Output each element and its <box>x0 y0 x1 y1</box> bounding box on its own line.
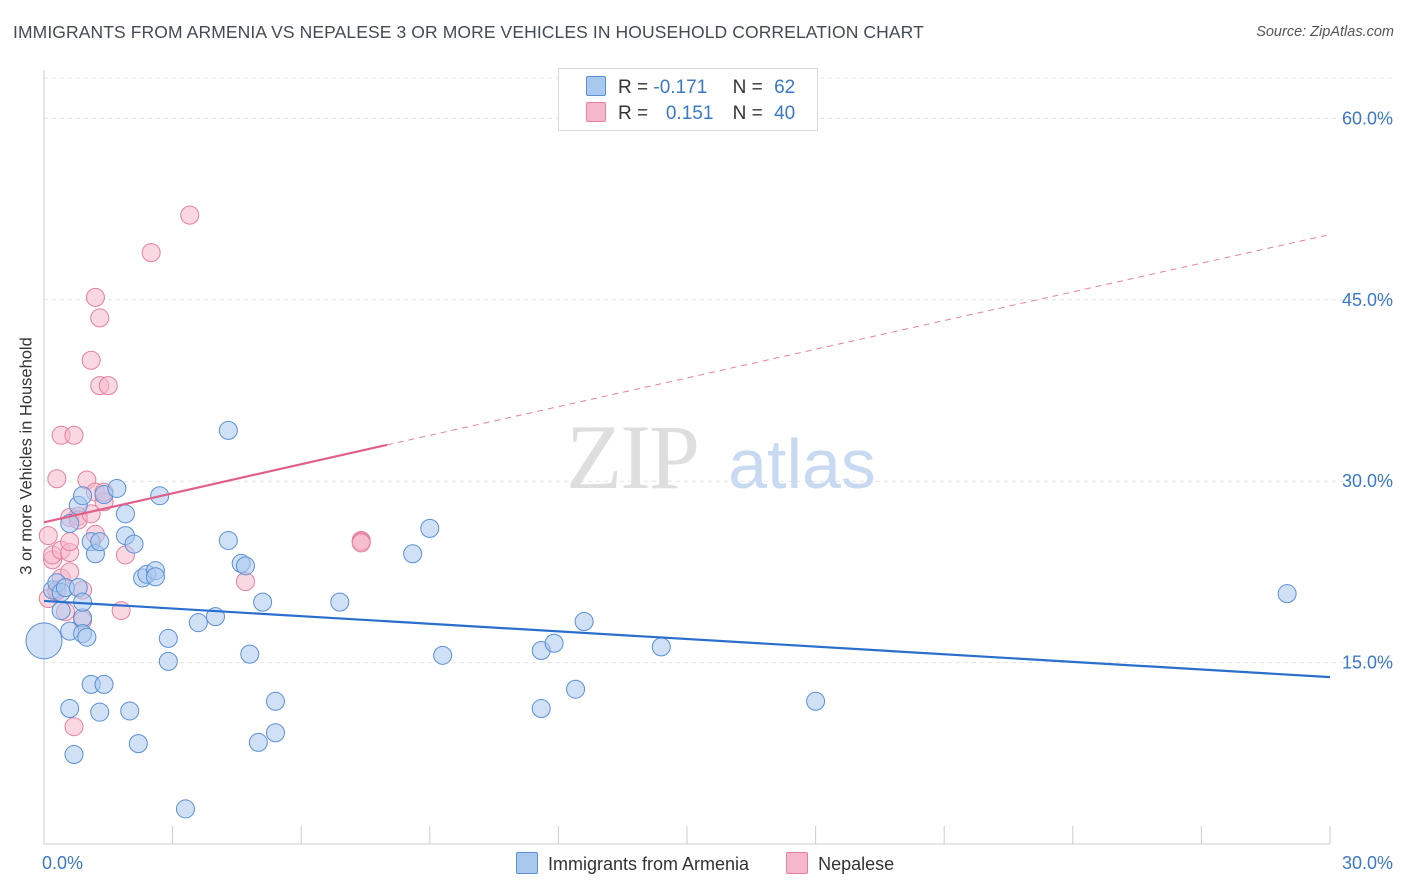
armenia-point <box>235 556 255 576</box>
legend-label-armenia: Immigrants from Armenia <box>548 854 750 874</box>
x-tick-label: 30.0% <box>1342 853 1393 873</box>
nepalese-legend-swatch <box>786 852 809 874</box>
armenia-point <box>73 486 93 506</box>
axis-layer <box>43 70 1331 845</box>
tick-labels: 15.0% 30.0% 45.0% 60.0% 0.0% 30.0% <box>42 108 1393 873</box>
armenia-point <box>544 633 564 653</box>
armenia-point <box>145 567 165 587</box>
armenia-point <box>188 613 208 633</box>
armenia-point <box>90 702 110 722</box>
armenia-point <box>60 699 80 719</box>
n-label: N = <box>732 77 763 98</box>
nepalese-point <box>64 717 84 737</box>
r-value: 0.151 <box>665 103 714 124</box>
armenia-point <box>433 645 453 665</box>
chart-title: IMMIGRANTS FROM ARMENIA VS NEPALESE 3 OR… <box>13 22 924 42</box>
legend-item-armenia: Immigrants from Armenia <box>516 852 749 875</box>
armenia-point <box>1277 584 1297 604</box>
armenia-point <box>115 504 135 524</box>
armenia-point <box>218 420 238 440</box>
y-tick-label: 30.0% <box>1342 471 1393 491</box>
watermark: ZIP atlas <box>566 406 876 508</box>
stats-legend: R = -0.171 N = 62 R = 0.151 N = 40 <box>558 68 818 131</box>
armenia-point <box>218 530 238 550</box>
armenia-point <box>253 592 273 612</box>
armenia-point <box>51 601 71 621</box>
r-label: R = <box>618 103 649 124</box>
armenia-point <box>574 611 594 631</box>
armenia-point <box>806 691 826 711</box>
armenia-point <box>94 674 114 694</box>
armenia-swatch <box>586 76 606 96</box>
nepalese-point <box>90 308 110 328</box>
y-tick-label: 15.0% <box>1342 653 1393 673</box>
n-label: N = <box>732 103 763 124</box>
armenia-points <box>25 420 1297 819</box>
nepalese-point <box>351 533 371 553</box>
nepalese-trend-line <box>43 443 388 524</box>
y-tick-label: 45.0% <box>1342 290 1393 310</box>
armenia-point <box>128 734 148 754</box>
armenia-point <box>651 637 671 657</box>
stats-row-armenia: R = -0.171 N = 62 <box>586 76 795 98</box>
nepalese-point <box>64 425 84 445</box>
nepalese-points <box>38 205 371 737</box>
stats-row-nepalese: R = 0.151 N = 40 <box>586 102 795 124</box>
nepalese-trend-extension <box>386 233 1331 446</box>
series-legend: Immigrants from Armenia Nepalese <box>516 852 926 875</box>
armenia-point <box>64 745 84 765</box>
armenia-point <box>107 478 127 498</box>
nepalese-point <box>98 376 118 396</box>
n-value: 40 <box>774 103 796 124</box>
armenia-point <box>158 651 178 671</box>
legend-label-nepalese: Nepalese <box>818 854 895 874</box>
armenia-point <box>403 544 423 564</box>
source-label: Source: ZipAtlas.com <box>1256 24 1394 40</box>
r-label: R = <box>618 77 649 98</box>
r-value: -0.171 <box>653 77 708 98</box>
armenia-point <box>531 699 551 719</box>
y-tick-label: 60.0% <box>1342 108 1393 128</box>
n-value: 62 <box>774 77 796 98</box>
x-tick-label: 0.0% <box>42 853 83 873</box>
armenia-point <box>124 534 144 554</box>
nepalese-point <box>180 205 200 225</box>
armenia-point <box>90 532 110 552</box>
nepalese-point <box>85 287 105 307</box>
nepalese-point <box>47 469 67 489</box>
armenia-point <box>158 628 178 648</box>
nepalese-point <box>38 526 58 546</box>
trend-lines <box>43 233 1331 679</box>
armenia-point <box>330 592 350 612</box>
armenia-point <box>265 691 285 711</box>
nepalese-point <box>141 243 161 263</box>
armenia-point <box>175 799 195 819</box>
armenia-point <box>248 732 268 752</box>
armenia-point <box>240 644 260 664</box>
armenia-point <box>60 514 80 534</box>
armenia-legend-swatch <box>516 852 538 874</box>
armenia-point <box>265 723 285 743</box>
armenia-point <box>25 622 63 660</box>
armenia-point <box>420 518 440 538</box>
armenia-point <box>120 701 140 721</box>
armenia-point <box>566 679 586 699</box>
armenia-point <box>77 627 97 647</box>
armenia-trend-line <box>43 599 1331 679</box>
nepalese-point <box>60 532 80 552</box>
legend-item-nepalese: Nepalese <box>786 852 894 875</box>
nepalese-point <box>81 350 101 370</box>
watermark-zip: ZIP <box>566 406 698 508</box>
nepalese-swatch <box>586 102 606 122</box>
watermark-atlas: atlas <box>728 425 876 503</box>
